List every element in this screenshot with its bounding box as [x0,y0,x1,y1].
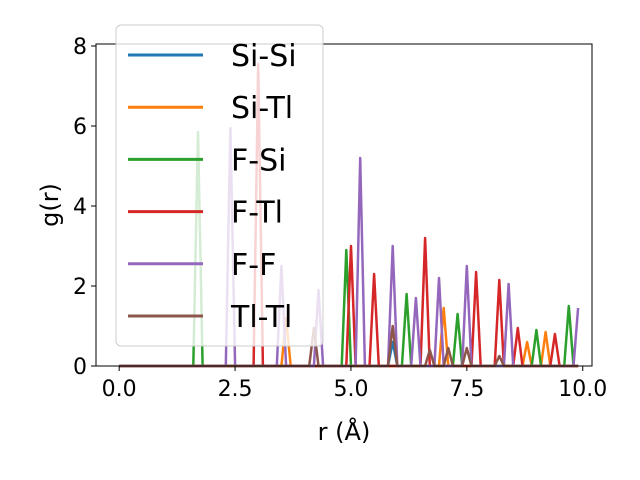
legend-label-f-tl: F-Tl [231,196,283,231]
x-tick-label: 7.5 [449,377,484,402]
legend-label-f-f: F-F [231,248,276,283]
x-axis-label: r (Å) [318,417,371,446]
legend: Si-Si Si-Tl F-Si F-Tl F-F Tl-Tl [116,25,323,346]
x-tick-label: 5.0 [333,377,368,402]
y-tick-label: 4 [73,195,87,220]
legend-label-tl-tl: Tl-Tl [230,300,292,335]
y-tick-label: 2 [73,275,87,300]
y-tick-label: 0 [73,355,87,380]
y-tick-label: 6 [73,115,87,140]
x-tick-label: 0.0 [102,377,137,402]
legend-label-si-tl: Si-Tl [231,91,293,126]
y-tick-label: 8 [73,35,87,60]
y-axis-label: g(r) [36,183,64,227]
legend-label-si-si: Si-Si [231,39,297,74]
x-tick-label: 10.0 [558,377,607,402]
rdf-chart: 0.0 2.5 5.0 7.5 10.002468 r (Å) g(r) Si-SiSi… [0,0,640,480]
legend-label-f-si: F-Si [231,143,286,178]
x-tick-label: 2.5 [218,377,253,402]
